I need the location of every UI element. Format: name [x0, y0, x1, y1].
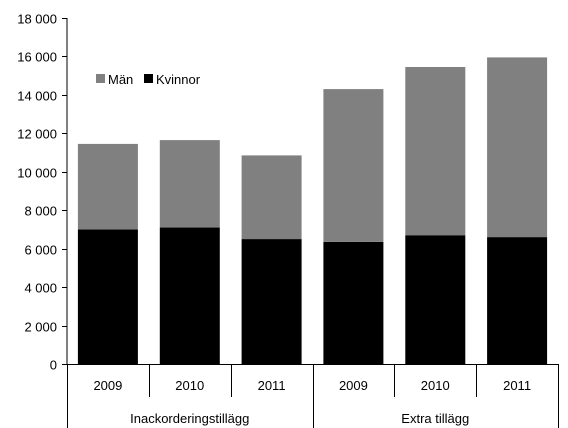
bar-kvinnor-4 [405, 235, 465, 364]
group-label: Extra tillägg [401, 411, 469, 426]
legend-swatch-män [96, 74, 105, 83]
y-tick-label: 14 000 [17, 89, 57, 104]
legend-label-kvinnor: Kvinnor [156, 72, 201, 87]
bar-män-1 [160, 140, 220, 228]
x-axis: 2009 2010 2011 2009 2010 2011 Inackorderingsti… [67, 364, 559, 428]
x-tick-label: 2011 [258, 378, 286, 393]
group-label: Inackorderingstillägg [130, 411, 249, 426]
bar-kvinnor-1 [160, 228, 220, 365]
y-tick-label: 12 000 [17, 127, 57, 142]
legend-label-män: Män [108, 72, 133, 87]
bar-män-4 [405, 67, 465, 235]
legend-swatch-kvinnor [144, 74, 153, 83]
bar-män-0 [78, 144, 138, 230]
y-tick-label: 18 000 [17, 12, 57, 27]
bar-män-5 [487, 57, 547, 237]
y-tick-label: 8 000 [24, 204, 57, 219]
bar-män-3 [323, 89, 383, 242]
bar-kvinnor-2 [242, 239, 302, 364]
bar-män-2 [242, 155, 302, 239]
y-axis: 0 2 000 4 000 6 000 8 000 10 000 12 000 14 000 1… [17, 12, 67, 373]
y-tick-label: 2 000 [24, 320, 57, 335]
x-tick-label: 2009 [339, 378, 368, 393]
bar-kvinnor-0 [78, 229, 138, 364]
legend: Män Kvinnor [96, 72, 201, 87]
x-tick-label: 2011 [503, 378, 531, 393]
y-tick-label: 4 000 [24, 281, 57, 296]
bars [78, 57, 547, 364]
bar-kvinnor-3 [323, 242, 383, 364]
x-tick-label: 2010 [421, 378, 450, 393]
y-tick-label: 6 000 [24, 243, 57, 258]
x-tick-label: 2010 [175, 378, 204, 393]
y-tick-label: 10 000 [17, 166, 57, 181]
y-tick-label: 0 [50, 358, 57, 373]
bar-kvinnor-5 [487, 237, 547, 364]
x-tick-label: 2009 [93, 378, 122, 393]
y-tick-label: 16 000 [17, 50, 57, 65]
